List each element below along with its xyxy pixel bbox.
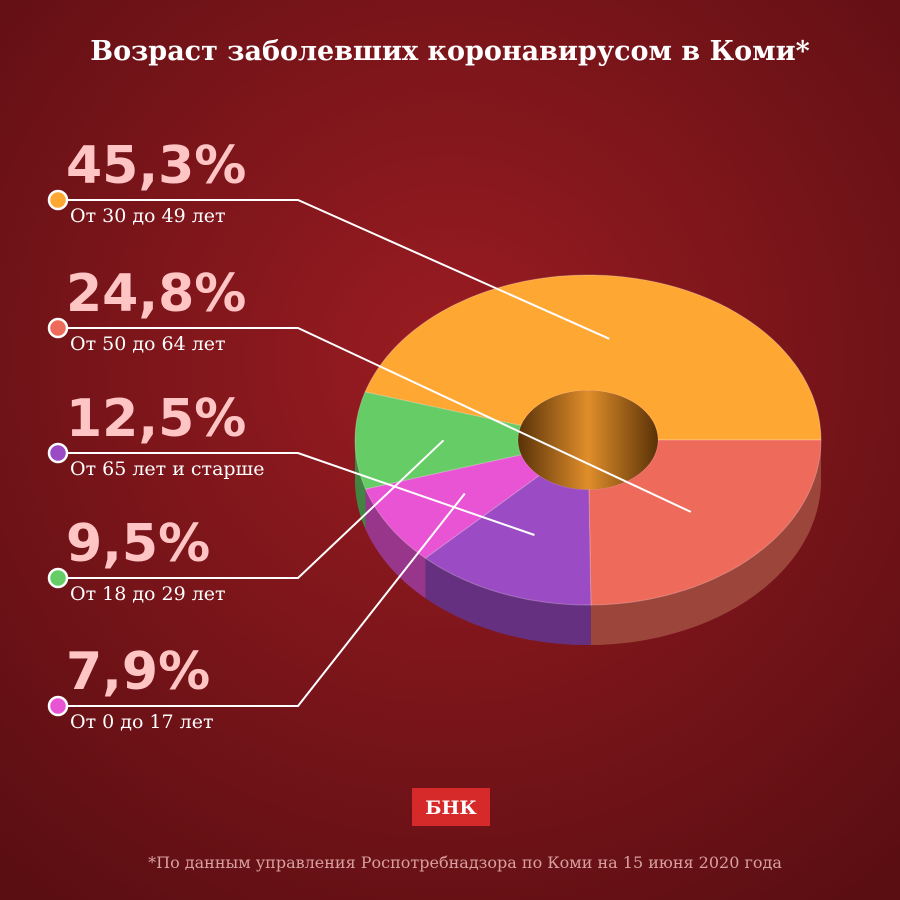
legend-label: От 0 до 17 лет xyxy=(70,711,213,733)
slice-side xyxy=(590,440,821,645)
logo-box xyxy=(412,788,490,826)
leader-line xyxy=(58,452,535,536)
slice-shade xyxy=(355,440,366,529)
logo: БНК xyxy=(425,797,477,819)
slice-shade xyxy=(590,440,821,645)
value-label: 24,8% xyxy=(66,264,246,324)
slice-side xyxy=(355,440,366,529)
legend-label: От 30 до 49 лет xyxy=(70,205,226,227)
legend-label: От 18 до 29 лет xyxy=(70,583,226,605)
footnote: *По данным управления Роспотребнадзора п… xyxy=(148,853,782,872)
slice-side xyxy=(365,489,426,599)
legend-marker xyxy=(47,442,69,464)
legend-marker xyxy=(47,189,69,211)
value-label: 12,5% xyxy=(66,389,246,449)
legend-label: От 50 до 64 лет xyxy=(70,333,226,355)
leader-line xyxy=(58,492,466,707)
slice-shade xyxy=(425,558,591,645)
slice-shade xyxy=(365,489,426,599)
legend-label: От 65 лет и старше xyxy=(70,458,264,480)
chart-title: Возраст заболевших коронавирусом в Коми* xyxy=(90,36,810,67)
legend-marker xyxy=(47,567,69,589)
value-label: 9,5% xyxy=(66,514,210,574)
leader-line xyxy=(58,439,445,579)
value-label: 45,3% xyxy=(66,136,246,196)
leader-line xyxy=(58,327,692,513)
legend: 45,3% От 30 до 49 лет 24,8% От 50 до 64 лет… xyxy=(47,136,692,733)
donut xyxy=(354,274,822,645)
slice-side xyxy=(425,558,591,645)
legend-marker xyxy=(47,695,69,717)
leader-line xyxy=(58,199,610,340)
legend-marker xyxy=(47,317,69,339)
value-label: 7,9% xyxy=(66,642,210,702)
donut-hole xyxy=(518,390,658,490)
